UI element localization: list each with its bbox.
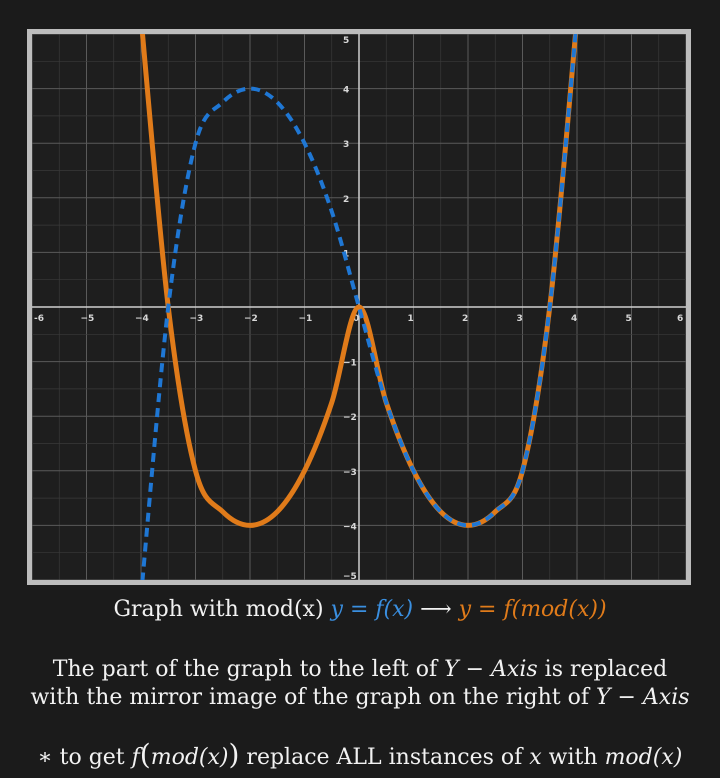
- y-tick-label: 2: [343, 195, 349, 205]
- x-tick-label: −1: [299, 314, 313, 324]
- caption-f-of-x: y = f(x): [330, 597, 414, 622]
- y-tick-label: −2: [343, 413, 357, 423]
- x-tick-label: −4: [135, 314, 149, 324]
- y-tick-label: 3: [343, 140, 349, 150]
- x-tick-label: 4: [571, 314, 577, 324]
- y-tick-label: −5: [343, 572, 357, 580]
- y-tick-label: −4: [343, 522, 357, 532]
- note-line: ∗ to get f(mod(x)) replace ALL instances…: [0, 741, 720, 772]
- note-paren-close: ): [228, 738, 240, 771]
- y-tick-label: 4: [343, 86, 349, 96]
- note-x: x: [529, 745, 542, 770]
- x-tick-label: 6: [677, 314, 683, 324]
- x-tick-label: 1: [408, 314, 414, 324]
- note-paren-open: (: [139, 738, 151, 771]
- x-tick-label: −2: [244, 314, 258, 324]
- series-f-of-mod-x: [139, 34, 579, 528]
- note-mod-x: mod(x): [150, 745, 229, 770]
- chart-caption: Graph with mod(x) y = f(x) ⟶ y = f(mod(x…: [0, 596, 720, 624]
- note-text-b: replace ALL instances of: [239, 745, 530, 770]
- x-tick-label: 0: [353, 314, 359, 324]
- explanation-line-2: with the mirror image of the graph on th…: [0, 684, 720, 712]
- explanation-y-axis-1: Y − Axis: [444, 657, 538, 682]
- explanation-line-1: The part of the graph to the left of Y −…: [0, 656, 720, 684]
- chart-frame: -6 −5 −4 −3 −2 −1 0 1 2 3 4 5 6 −5 −4 −3 −2 −1 1 2 3 4 5: [27, 29, 691, 585]
- note-mod-x-2: mod(x): [604, 745, 683, 770]
- caption-prefix: Graph with mod(x): [113, 597, 331, 622]
- y-tick-label: 5: [343, 36, 349, 46]
- note-text-a: ∗ to get: [37, 745, 132, 770]
- x-tick-label: 2: [462, 314, 468, 324]
- caption-f-of-mod-x: y = f(mod(x)): [458, 597, 607, 622]
- explanation-text-2a: with the mirror image of the graph on th…: [30, 685, 596, 710]
- x-tick-label: 3: [517, 314, 523, 324]
- x-tick-label: -6: [34, 314, 44, 324]
- x-tick-label: 5: [626, 314, 632, 324]
- note-text-c: with: [541, 745, 605, 770]
- x-tick-label: −5: [81, 314, 95, 324]
- x-tick-label: −3: [190, 314, 204, 324]
- caption-arrow: ⟶: [413, 597, 459, 622]
- explanation-text-1b: is replaced: [537, 657, 668, 682]
- y-tick-label: −1: [343, 359, 357, 369]
- y-tick-label: −3: [343, 468, 357, 478]
- note-f: f: [131, 745, 140, 770]
- explanation-text-1a: The part of the graph to the left of: [52, 657, 445, 682]
- explanation-y-axis-2: Y − Axis: [595, 685, 690, 710]
